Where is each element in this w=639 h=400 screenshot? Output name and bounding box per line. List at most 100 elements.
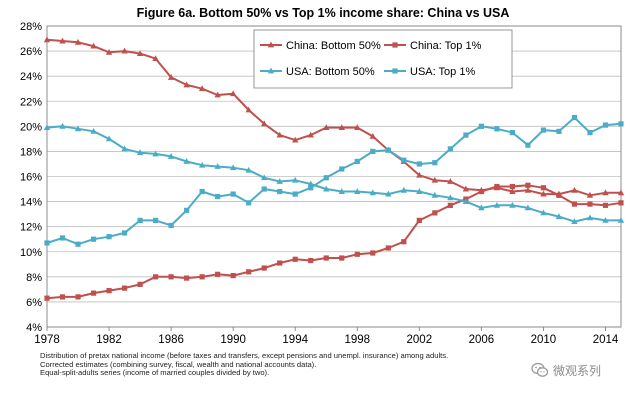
- data-point: [431, 191, 439, 198]
- data-point: [106, 234, 112, 240]
- series-group: [43, 36, 625, 301]
- data-point: [354, 124, 361, 130]
- y-tick-label: 6%: [26, 297, 42, 309]
- y-tick-label: 20%: [20, 121, 42, 133]
- data-point: [246, 200, 252, 206]
- data-point: [198, 85, 206, 92]
- data-point: [59, 235, 66, 241]
- data-point: [214, 91, 221, 98]
- data-point: [571, 114, 578, 121]
- data-point: [432, 210, 438, 216]
- axes: 4% 6% 8% 10% 12% 14% 16% 18% 20% 22% 24% 26% 28% 1978…: [20, 21, 622, 346]
- y-tick-label: 16%: [20, 172, 42, 184]
- series-line: [46, 38, 621, 197]
- y-tick-label: 28%: [20, 21, 42, 33]
- data-point: [137, 281, 143, 287]
- data-point: [292, 136, 299, 143]
- data-point: [276, 131, 283, 138]
- data-point: [385, 147, 391, 153]
- data-point: [199, 274, 205, 280]
- data-point: [230, 272, 236, 279]
- data-point: [168, 274, 174, 280]
- data-point: [277, 188, 283, 195]
- data-point: [571, 186, 578, 193]
- data-point: [338, 124, 345, 130]
- data-point: [75, 241, 81, 247]
- legend-entry: USA: Top 1%: [384, 66, 475, 78]
- data-point: [416, 161, 422, 167]
- watermark-text: 微观系列: [553, 363, 602, 378]
- data-point: [494, 126, 500, 132]
- data-point: [260, 120, 268, 127]
- data-point: [152, 274, 159, 280]
- data-point: [385, 190, 392, 197]
- y-tick-label: 24%: [20, 71, 42, 83]
- data-point: [44, 295, 50, 301]
- data-point: [400, 186, 408, 193]
- data-point: [617, 216, 625, 223]
- data-point: [370, 250, 376, 256]
- legend-marker: [267, 67, 275, 74]
- series-line: [46, 116, 622, 246]
- data-point: [369, 189, 376, 196]
- data-point: [370, 148, 376, 155]
- data-point: [105, 48, 113, 55]
- x-tick-label: 1998: [344, 334, 370, 346]
- data-point: [524, 186, 532, 193]
- series-3: [44, 114, 624, 247]
- data-point: [59, 37, 66, 44]
- x-tick-label: 1990: [220, 334, 246, 346]
- data-point: [59, 122, 66, 129]
- data-point: [509, 130, 516, 136]
- data-point: [229, 164, 237, 171]
- y-tick-label: 10%: [20, 247, 42, 259]
- data-point: [152, 150, 159, 157]
- data-point: [338, 188, 345, 194]
- data-point: [447, 194, 454, 201]
- series-line: [46, 125, 621, 223]
- data-point: [540, 185, 547, 191]
- data-point: [509, 188, 516, 194]
- data-point: [385, 245, 391, 251]
- data-point: [105, 135, 113, 142]
- data-point: [137, 217, 143, 223]
- data-point: [260, 174, 268, 181]
- x-tick-label: 2006: [469, 334, 495, 346]
- data-point: [416, 171, 423, 178]
- data-point: [59, 294, 66, 300]
- y-tick-label: 18%: [20, 146, 42, 158]
- data-point: [462, 185, 470, 192]
- data-point: [478, 204, 485, 211]
- legend-entry: USA: Bottom 50%: [260, 66, 375, 78]
- data-point: [556, 192, 562, 198]
- data-point: [90, 236, 97, 242]
- data-point: [261, 265, 267, 271]
- data-point: [618, 200, 624, 206]
- data-point: [431, 176, 439, 183]
- legend-label: USA: Bottom 50%: [286, 66, 375, 78]
- data-point: [152, 217, 159, 223]
- data-point: [121, 47, 128, 54]
- data-point: [524, 204, 532, 211]
- legend-marker: [267, 41, 275, 48]
- legend-entry: China: Bottom 50%: [260, 40, 381, 52]
- data-point: [339, 255, 345, 261]
- x-tick-label: 2002: [407, 334, 433, 346]
- data-point: [183, 158, 190, 164]
- data-point: [416, 217, 422, 223]
- data-point: [432, 160, 438, 166]
- data-point: [229, 90, 237, 97]
- data-point: [602, 202, 609, 208]
- data-point: [215, 193, 221, 200]
- data-point: [493, 201, 501, 208]
- data-point: [339, 166, 345, 172]
- data-point: [199, 188, 205, 195]
- data-point: [586, 191, 594, 198]
- data-point: [509, 183, 516, 190]
- data-point: [586, 214, 594, 221]
- data-point: [198, 161, 206, 168]
- data-point: [462, 198, 470, 204]
- data-point: [478, 123, 484, 129]
